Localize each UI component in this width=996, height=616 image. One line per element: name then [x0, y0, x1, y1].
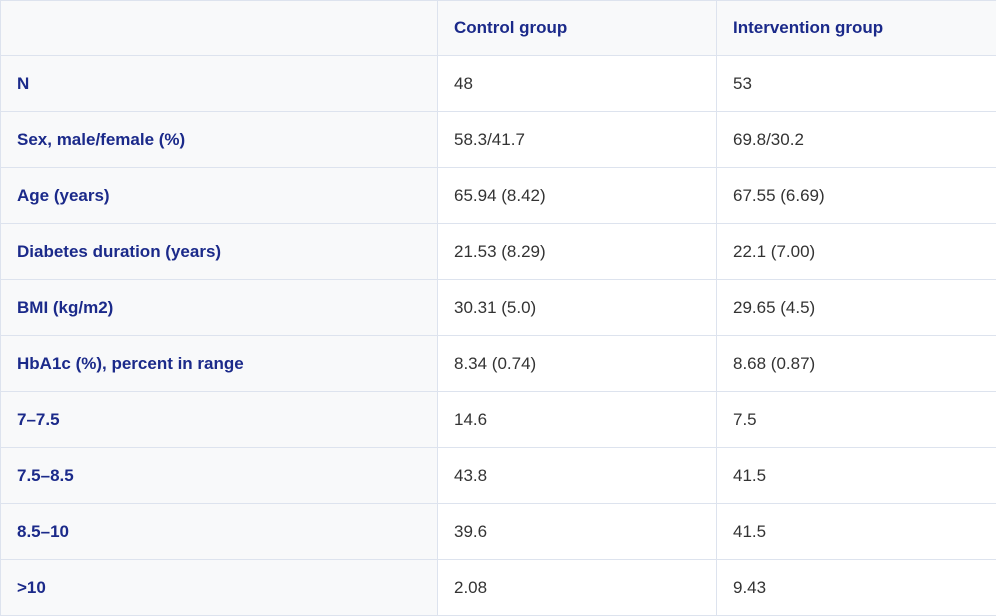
header-cell-intervention-group: Intervention group [716, 0, 996, 56]
row-label: 8.5–10 [0, 503, 438, 560]
control-value: 30.31 (5.0) [437, 279, 717, 336]
intervention-value: 7.5 [716, 391, 996, 448]
row-label: N [0, 55, 438, 112]
intervention-value: 41.5 [716, 503, 996, 560]
table-row: Diabetes duration (years) 21.53 (8.29) 2… [0, 223, 996, 280]
table-row: Sex, male/female (%) 58.3/41.7 69.8/30.2 [0, 111, 996, 168]
table-row: HbA1c (%), percent in range 8.34 (0.74) … [0, 335, 996, 392]
control-value: 43.8 [437, 447, 717, 504]
table-row: Age (years) 65.94 (8.42) 67.55 (6.69) [0, 167, 996, 224]
intervention-value: 9.43 [716, 559, 996, 616]
control-value: 21.53 (8.29) [437, 223, 717, 280]
table-row: 8.5–10 39.6 41.5 [0, 503, 996, 560]
header-cell-label [0, 0, 438, 56]
row-label: HbA1c (%), percent in range [0, 335, 438, 392]
intervention-value: 29.65 (4.5) [716, 279, 996, 336]
table-row: N 48 53 [0, 55, 996, 112]
control-value: 48 [437, 55, 717, 112]
header-cell-control-group: Control group [437, 0, 717, 56]
row-label: Sex, male/female (%) [0, 111, 438, 168]
row-label: BMI (kg/m2) [0, 279, 438, 336]
row-label: Diabetes duration (years) [0, 223, 438, 280]
table-row: 7–7.5 14.6 7.5 [0, 391, 996, 448]
row-label: 7–7.5 [0, 391, 438, 448]
control-value: 58.3/41.7 [437, 111, 717, 168]
control-value: 8.34 (0.74) [437, 335, 717, 392]
intervention-value: 67.55 (6.69) [716, 167, 996, 224]
control-value: 14.6 [437, 391, 717, 448]
row-label: 7.5–8.5 [0, 447, 438, 504]
table-header: Control group Intervention group [0, 0, 996, 56]
intervention-value: 22.1 (7.00) [716, 223, 996, 280]
control-value: 39.6 [437, 503, 717, 560]
header-row: Control group Intervention group [0, 0, 996, 56]
table-row: >10 2.08 9.43 [0, 559, 996, 616]
intervention-value: 41.5 [716, 447, 996, 504]
control-value: 2.08 [437, 559, 717, 616]
intervention-value: 53 [716, 55, 996, 112]
intervention-value: 8.68 (0.87) [716, 335, 996, 392]
table-row: BMI (kg/m2) 30.31 (5.0) 29.65 (4.5) [0, 279, 996, 336]
table-row: 7.5–8.5 43.8 41.5 [0, 447, 996, 504]
intervention-value: 69.8/30.2 [716, 111, 996, 168]
row-label: >10 [0, 559, 438, 616]
row-label: Age (years) [0, 167, 438, 224]
control-value: 65.94 (8.42) [437, 167, 717, 224]
table-body: N 48 53 Sex, male/female (%) 58.3/41.7 6… [0, 55, 996, 616]
